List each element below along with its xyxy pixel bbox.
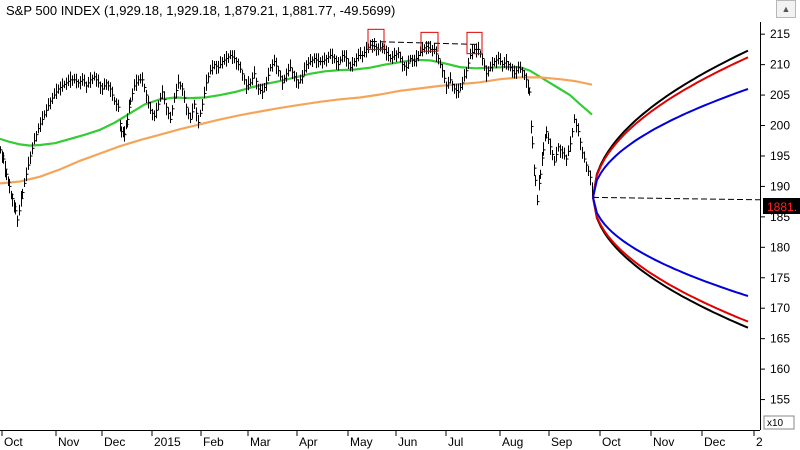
projection-lower-curve — [592, 197, 749, 329]
y-scale-label: x10 — [767, 418, 784, 429]
y-tick-label: 175 — [770, 271, 790, 285]
y-scale-box — [763, 415, 795, 430]
x-tick-label: Oct — [602, 435, 621, 449]
chevron-up-icon[interactable]: ▲ — [776, 0, 796, 18]
x-tick-label: Apr — [299, 435, 318, 449]
x-tick-label: Feb — [203, 435, 224, 449]
y-tick-label: 160 — [770, 362, 790, 376]
x-tick-label: Dec — [104, 435, 125, 449]
x-tick-label: Jul — [448, 435, 463, 449]
x-tick-label: 2 — [756, 435, 763, 449]
plot-background — [0, 22, 760, 430]
moving-average-line — [0, 76, 593, 185]
x-tick-label: Nov — [653, 435, 674, 449]
y-tick-label: 170 — [770, 301, 790, 315]
y-tick-label: 210 — [770, 58, 790, 72]
y-tick-label: 155 — [770, 393, 790, 407]
y-tick-label: 180 — [770, 240, 790, 254]
y-tick-label: 165 — [770, 332, 790, 346]
title-bar: S&P 500 INDEX (1,929.18, 1,929.18, 1,879… — [0, 0, 800, 22]
projection-upper-curve — [592, 88, 749, 198]
projection-lower-curve — [592, 197, 749, 323]
x-tick-label: Oct — [4, 435, 23, 449]
x-tick-label: May — [350, 435, 373, 449]
y-tick-label: 215 — [770, 27, 790, 41]
price-tag: 1881. — [763, 198, 800, 214]
x-tick-label: 2015 — [154, 435, 181, 449]
x-tick-label: Nov — [58, 435, 79, 449]
projection-upper-curve — [592, 49, 749, 198]
price-tag-bg — [763, 198, 800, 214]
dashed-guide-line — [592, 196, 761, 201]
x-tick-label: Sep — [551, 435, 573, 449]
x-tick-label: Dec — [704, 435, 725, 449]
price-tag-text: 1881. — [767, 200, 797, 214]
dashed-guide-line — [370, 41, 480, 45]
x-tick-label: Aug — [502, 435, 523, 449]
y-tick-label: 200 — [770, 119, 790, 133]
projection-upper-curve — [592, 56, 749, 198]
x-tick-label: Jun — [398, 435, 417, 449]
y-tick-label: 205 — [770, 88, 790, 102]
annotation-box — [420, 31, 439, 52]
x-tick-label: Mar — [250, 435, 271, 449]
annotation-box — [466, 31, 483, 55]
y-tick-label: 195 — [770, 149, 790, 163]
chart-title: S&P 500 INDEX (1,929.18, 1,929.18, 1,879… — [6, 3, 396, 18]
y-tick-label: 190 — [770, 179, 790, 193]
annotation-box — [367, 28, 385, 50]
y-scale-multiplier: x10 — [763, 415, 795, 430]
projection-lower-curve — [592, 197, 749, 297]
